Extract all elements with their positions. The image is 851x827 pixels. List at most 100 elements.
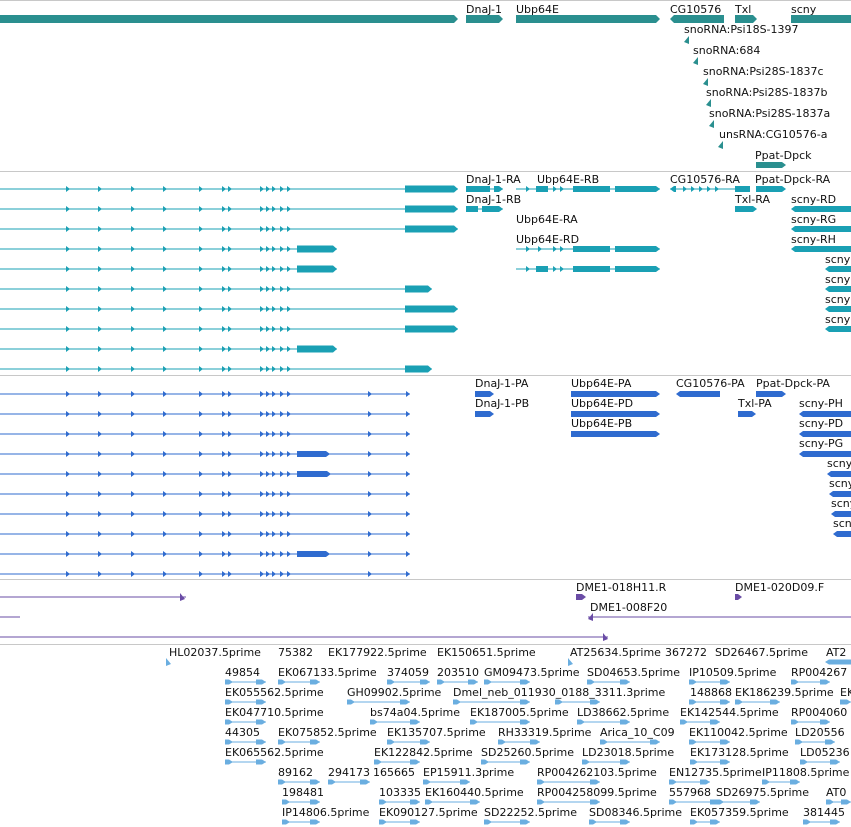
est-glyph[interactable] xyxy=(468,679,478,685)
strand-arrow[interactable] xyxy=(266,206,270,212)
strand-arrow[interactable] xyxy=(266,511,270,517)
transcript-exon[interactable] xyxy=(466,186,490,192)
strand-arrow[interactable] xyxy=(199,186,203,192)
strand-arrow[interactable] xyxy=(66,531,70,537)
strand-arrow[interactable] xyxy=(280,431,284,437)
strand-arrow[interactable] xyxy=(260,511,264,517)
strand-arrow[interactable] xyxy=(260,266,264,272)
clone-arrow[interactable] xyxy=(180,593,185,601)
cds-exon[interactable] xyxy=(799,411,851,417)
gene-label[interactable]: Txl xyxy=(735,3,752,16)
cds-exon[interactable] xyxy=(829,491,851,497)
strand-arrow[interactable] xyxy=(287,491,291,497)
gene-glyph[interactable] xyxy=(516,15,660,23)
est-glyph[interactable] xyxy=(720,759,730,765)
strand-arrow[interactable] xyxy=(222,326,226,332)
est-glyph[interactable] xyxy=(720,739,730,745)
est-label[interactable]: EN12735.5prime xyxy=(669,766,762,779)
strand-arrow[interactable] xyxy=(260,246,264,252)
strand-arrow[interactable] xyxy=(272,451,276,457)
strand-arrow[interactable] xyxy=(228,571,232,577)
strand-arrow[interactable] xyxy=(199,246,203,252)
transcript-exon[interactable] xyxy=(615,266,660,272)
strand-arrow[interactable] xyxy=(98,391,102,397)
strand-arrow[interactable] xyxy=(287,551,291,557)
strand-arrow[interactable] xyxy=(222,571,226,577)
est-label[interactable]: RP004262103.5prime xyxy=(537,766,657,779)
strand-arrow[interactable] xyxy=(280,326,284,332)
cds-label[interactable]: Txl-PA xyxy=(738,397,772,410)
cds-exon[interactable] xyxy=(297,471,331,477)
strand-arrow[interactable] xyxy=(199,431,203,437)
strand-arrow[interactable] xyxy=(406,511,410,517)
cds-label[interactable]: scny xyxy=(827,457,851,470)
est-label[interactable]: EK090127.5prime xyxy=(379,806,478,819)
strand-arrow[interactable] xyxy=(260,391,264,397)
cds-label[interactable]: Ubp64E-PB xyxy=(571,417,633,430)
cds-label[interactable]: scny-PG xyxy=(799,437,844,450)
est-label[interactable]: 75382 xyxy=(278,646,313,659)
est-glyph[interactable] xyxy=(410,799,420,805)
strand-arrow[interactable] xyxy=(280,391,284,397)
strand-arrow[interactable] xyxy=(163,286,167,292)
strand-arrow[interactable] xyxy=(715,186,719,192)
strand-arrow[interactable] xyxy=(406,471,410,477)
transcript-exon[interactable] xyxy=(615,186,660,192)
strand-arrow[interactable] xyxy=(266,491,270,497)
transcript-exon[interactable] xyxy=(825,306,851,312)
est-label[interactable]: 103335 xyxy=(379,786,421,799)
strand-arrow[interactable] xyxy=(66,306,70,312)
transcript-exon[interactable] xyxy=(405,225,458,233)
strand-arrow[interactable] xyxy=(66,471,70,477)
cds-exon[interactable] xyxy=(738,411,756,417)
est-label[interactable]: 89162 xyxy=(278,766,313,779)
est-label[interactable]: SD26975.5prime xyxy=(716,786,809,799)
strand-arrow[interactable] xyxy=(287,326,291,332)
strand-arrow[interactable] xyxy=(131,326,135,332)
strand-arrow[interactable] xyxy=(260,286,264,292)
strand-arrow[interactable] xyxy=(222,451,226,457)
strand-arrow[interactable] xyxy=(260,431,264,437)
strand-arrow[interactable] xyxy=(280,471,284,477)
strand-arrow[interactable] xyxy=(199,491,203,497)
strand-arrow[interactable] xyxy=(272,286,276,292)
strand-arrow[interactable] xyxy=(280,451,284,457)
est-label[interactable]: bs74a04.5prime xyxy=(370,706,460,719)
strand-arrow[interactable] xyxy=(131,451,135,457)
strand-arrow[interactable] xyxy=(66,226,70,232)
est-glyph[interactable] xyxy=(620,759,630,765)
strand-arrow[interactable] xyxy=(368,571,372,577)
strand-arrow[interactable] xyxy=(131,266,135,272)
transcript-exon[interactable] xyxy=(297,245,337,253)
strand-arrow[interactable] xyxy=(266,391,270,397)
est-label[interactable]: RP004267 xyxy=(791,666,848,679)
strand-arrow[interactable] xyxy=(287,531,291,537)
strand-arrow[interactable] xyxy=(272,226,276,232)
gene-label[interactable]: Ppat-Dpck xyxy=(755,149,812,162)
strand-arrow[interactable] xyxy=(553,266,557,272)
strand-arrow[interactable] xyxy=(272,206,276,212)
est-label[interactable]: 374059 xyxy=(387,666,429,679)
gene-label[interactable]: scny xyxy=(791,3,817,16)
est-label[interactable]: EK110042.5prime xyxy=(689,726,788,739)
strand-arrow[interactable] xyxy=(163,551,167,557)
strand-arrow[interactable] xyxy=(260,491,264,497)
est-glyph[interactable] xyxy=(420,679,430,685)
strand-arrow[interactable] xyxy=(199,451,203,457)
strand-arrow[interactable] xyxy=(222,531,226,537)
est-glyph[interactable] xyxy=(620,819,630,825)
est-label[interactable]: IP11808.5prime xyxy=(762,766,850,779)
strand-arrow[interactable] xyxy=(163,206,167,212)
transcript-exon[interactable] xyxy=(573,246,610,252)
strand-arrow[interactable] xyxy=(66,246,70,252)
strand-arrow[interactable] xyxy=(98,411,102,417)
strand-arrow[interactable] xyxy=(199,471,203,477)
strand-arrow[interactable] xyxy=(266,411,270,417)
strand-arrow[interactable] xyxy=(691,186,695,192)
gene-label[interactable]: snoRNA:684 xyxy=(693,44,761,57)
est-glyph[interactable] xyxy=(590,799,600,805)
est-glyph[interactable] xyxy=(830,819,840,825)
strand-arrow[interactable] xyxy=(163,491,167,497)
strand-arrow[interactable] xyxy=(222,266,226,272)
strand-arrow[interactable] xyxy=(131,431,135,437)
